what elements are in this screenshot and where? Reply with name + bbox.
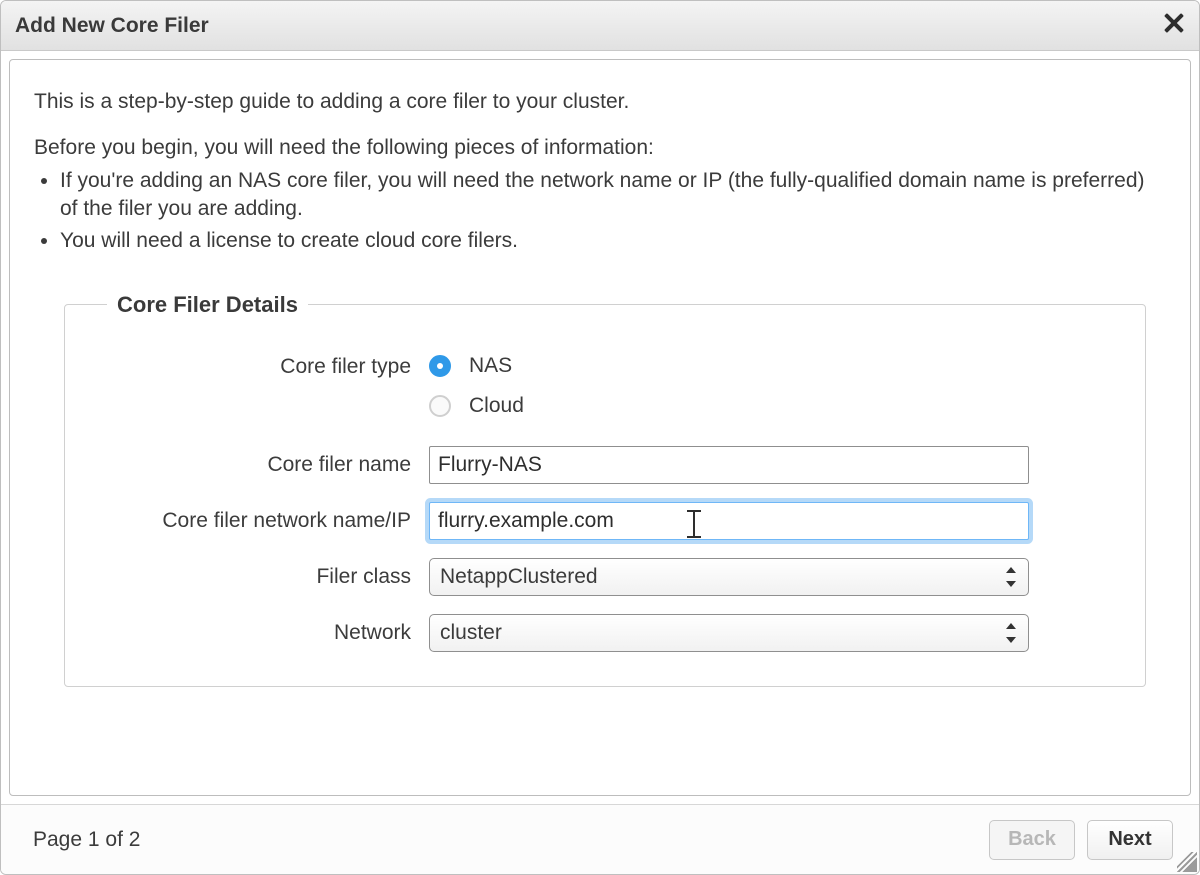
filer-class-select[interactable]: NetappClustered (429, 558, 1029, 596)
radio-label: Cloud (469, 394, 524, 418)
back-button[interactable]: Back (989, 820, 1075, 860)
fieldset-legend: Core Filer Details (107, 292, 308, 318)
select-value: NetappClustered (440, 565, 598, 589)
page-indicator: Page 1 of 2 (33, 828, 977, 852)
intro-bullet: You will need a license to create cloud … (60, 227, 1166, 255)
radio-option-cloud[interactable]: Cloud (429, 388, 1121, 424)
radio-dot-icon (429, 355, 451, 377)
radio-dot-icon (429, 395, 451, 417)
core-filer-details-fieldset: Core Filer Details Core filer type NAS C… (64, 292, 1146, 687)
close-icon[interactable] (1159, 9, 1187, 37)
label-core-filer-type: Core filer type (89, 348, 429, 380)
intro-line-2: Before you begin, you will need the foll… (34, 134, 1166, 162)
dialog-titlebar: Add New Core Filer (1, 1, 1199, 51)
radio-label: NAS (469, 354, 512, 378)
add-core-filer-dialog: Add New Core Filer This is a step-by-ste… (0, 0, 1200, 875)
label-network: Network (89, 614, 429, 646)
dialog-body: This is a step-by-step guide to adding a… (9, 59, 1191, 796)
chevron-updown-icon (1004, 621, 1018, 645)
intro-bullets: If you're adding an NAS core filer, you … (60, 167, 1166, 256)
core-filer-network-input[interactable] (429, 502, 1029, 540)
core-filer-name-input[interactable] (429, 446, 1029, 484)
dialog-title: Add New Core Filer (15, 14, 209, 38)
radio-option-nas[interactable]: NAS (429, 348, 1121, 384)
network-select[interactable]: cluster (429, 614, 1029, 652)
label-core-filer-network: Core filer network name/IP (89, 502, 429, 534)
select-value: cluster (440, 621, 502, 645)
intro-text: This is a step-by-step guide to adding a… (34, 88, 1166, 256)
label-core-filer-name: Core filer name (89, 446, 429, 478)
dialog-footer: Page 1 of 2 Back Next (1, 804, 1199, 874)
intro-bullet: If you're adding an NAS core filer, you … (60, 167, 1166, 224)
next-button[interactable]: Next (1087, 820, 1173, 860)
resize-grip-icon[interactable] (1177, 852, 1197, 872)
intro-line-1: This is a step-by-step guide to adding a… (34, 88, 1166, 116)
chevron-updown-icon (1004, 565, 1018, 589)
label-filer-class: Filer class (89, 558, 429, 590)
